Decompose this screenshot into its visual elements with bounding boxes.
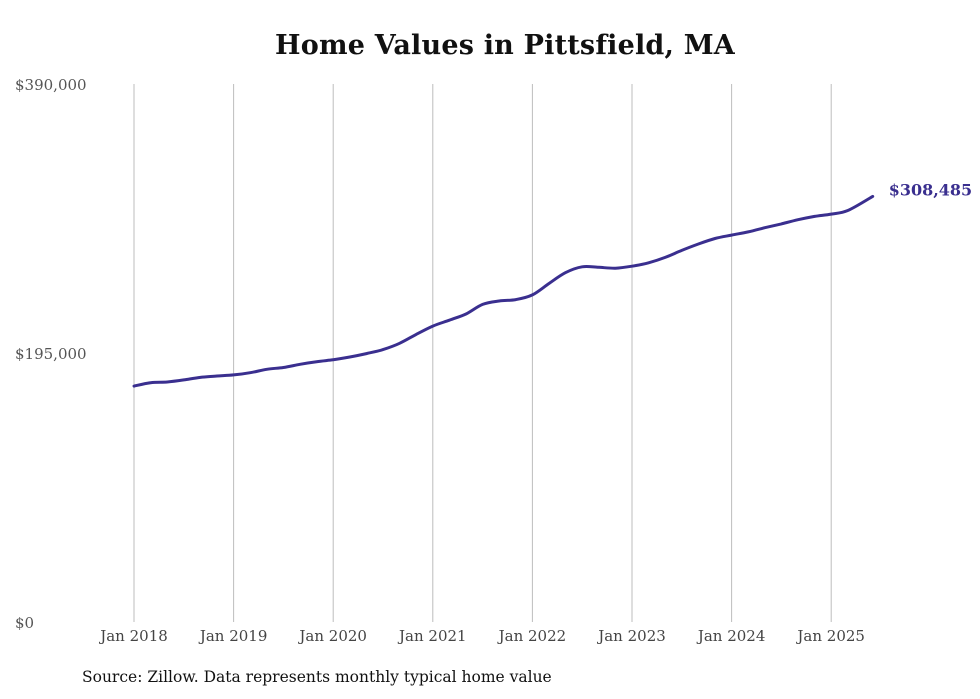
gridlines <box>133 84 832 622</box>
series-layer <box>132 194 875 388</box>
y-tick-label: $390,000 <box>15 76 87 94</box>
y-tick-label: $0 <box>15 614 34 632</box>
x-axis-ticks: Jan 2018 Jan 2019 Jan 2020 Jan 2021 Jan 2022… <box>98 627 865 645</box>
series-line <box>132 194 875 388</box>
end-value-label: $308,485 <box>889 180 973 199</box>
x-tick-label: Jan 2019 <box>198 627 268 645</box>
end-label-layer: $308,485 <box>889 180 973 199</box>
chart-title: Home Values in Pittsfield, MA <box>275 30 735 61</box>
source-note: Source: Zillow. Data represents monthly … <box>82 668 552 686</box>
x-tick-label: Jan 2024 <box>696 627 766 645</box>
x-tick-label: Jan 2020 <box>297 627 367 645</box>
y-tick-label: $195,000 <box>15 345 87 363</box>
x-tick-label: Jan 2018 <box>98 627 168 645</box>
x-tick-label: Jan 2025 <box>795 627 865 645</box>
x-tick-label: Jan 2022 <box>497 627 567 645</box>
x-tick-label: Jan 2021 <box>397 627 467 645</box>
y-axis-ticks: $0 $195,000 $390,000 <box>15 76 87 632</box>
x-tick-label: Jan 2023 <box>596 627 666 645</box>
